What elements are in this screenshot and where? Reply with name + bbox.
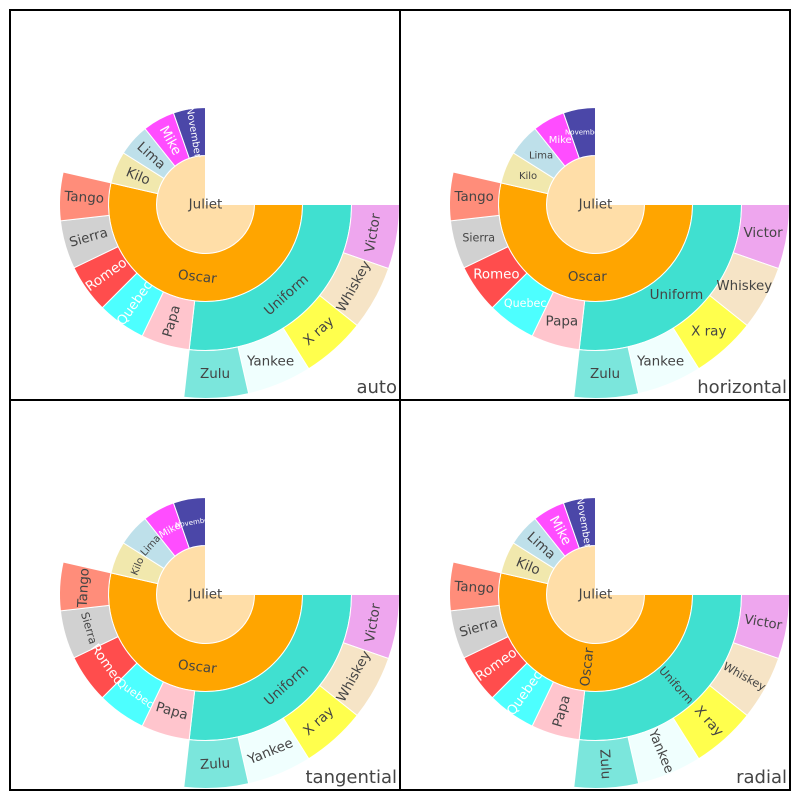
segment-label-romeo: Romeo <box>473 267 519 282</box>
segment-label-quebec: Quebec <box>504 297 547 310</box>
segment-label-tango: Tango <box>63 189 105 207</box>
segment-label-yankee: Yankee <box>636 354 684 370</box>
segment-label-zulu: Zulu <box>200 755 231 773</box>
segment-label-oscar: Oscar <box>177 657 218 677</box>
sunburst-panel-horizontal: Juliet Oscar Uniform Victor Whiskey X ray Yank… <box>449 106 791 399</box>
segment-tango[interactable] <box>59 561 112 612</box>
segment-label-papa: Papa <box>546 313 579 329</box>
segment-zulu[interactable] <box>573 346 640 399</box>
segment-zulu[interactable] <box>183 346 250 399</box>
panel-title-auto: auto <box>356 377 397 398</box>
segment-label-juliet: Juliet <box>188 197 223 213</box>
segment-label-victor: Victor <box>362 212 384 254</box>
segment-november[interactable] <box>562 496 596 549</box>
segment-label-oscar: Oscar <box>177 267 218 287</box>
segment-zulu[interactable] <box>183 736 250 789</box>
segment-label-juliet: Juliet <box>188 587 223 603</box>
segment-label-victor: Victor <box>743 225 783 241</box>
segment-tango[interactable] <box>449 561 502 612</box>
segment-label-tango: Tango <box>76 568 93 609</box>
segment-label-zulu: Zulu <box>200 366 230 382</box>
segment-label-zulu: Zulu <box>596 749 614 780</box>
panel-title-horizontal: horizontal <box>697 377 787 398</box>
panel-frames <box>9 9 791 791</box>
segment-label-lima: Lima <box>529 150 553 161</box>
segment-november[interactable] <box>172 106 206 159</box>
segment-label-oscar: Oscar <box>568 269 607 285</box>
segment-label-kilo: Kilo <box>519 171 537 182</box>
segment-label-zulu: Zulu <box>590 366 620 382</box>
segment-tango[interactable] <box>59 171 112 222</box>
segment-november[interactable] <box>172 496 206 549</box>
segment-label-uniform: Uniform <box>650 287 704 303</box>
segment-label-victor: Victor <box>362 602 384 644</box>
segment-label-yankee: Yankee <box>246 354 294 370</box>
segment-label-whiskey: Whiskey <box>716 279 772 294</box>
segment-label-tango: Tango <box>454 190 494 205</box>
panel-title-tangential: tangential <box>306 767 398 788</box>
segment-label-victor: Victor <box>743 612 784 633</box>
segment-tango[interactable] <box>449 171 502 222</box>
segment-label-tango: Tango <box>453 579 495 597</box>
segment-label-juliet: Juliet <box>578 587 613 603</box>
segment-november[interactable] <box>562 106 596 159</box>
segment-label-juliet: Juliet <box>578 197 613 213</box>
segment-label-sierra: Sierra <box>462 232 495 245</box>
segment-label-x-ray: X ray <box>691 323 726 339</box>
segment-label-oscar: Oscar <box>577 646 597 687</box>
segment-label-mike: Mike <box>549 135 572 146</box>
segment-zulu[interactable] <box>573 736 640 789</box>
segment-label-november: November <box>565 129 602 137</box>
panel-title-radial: radial <box>736 767 787 788</box>
